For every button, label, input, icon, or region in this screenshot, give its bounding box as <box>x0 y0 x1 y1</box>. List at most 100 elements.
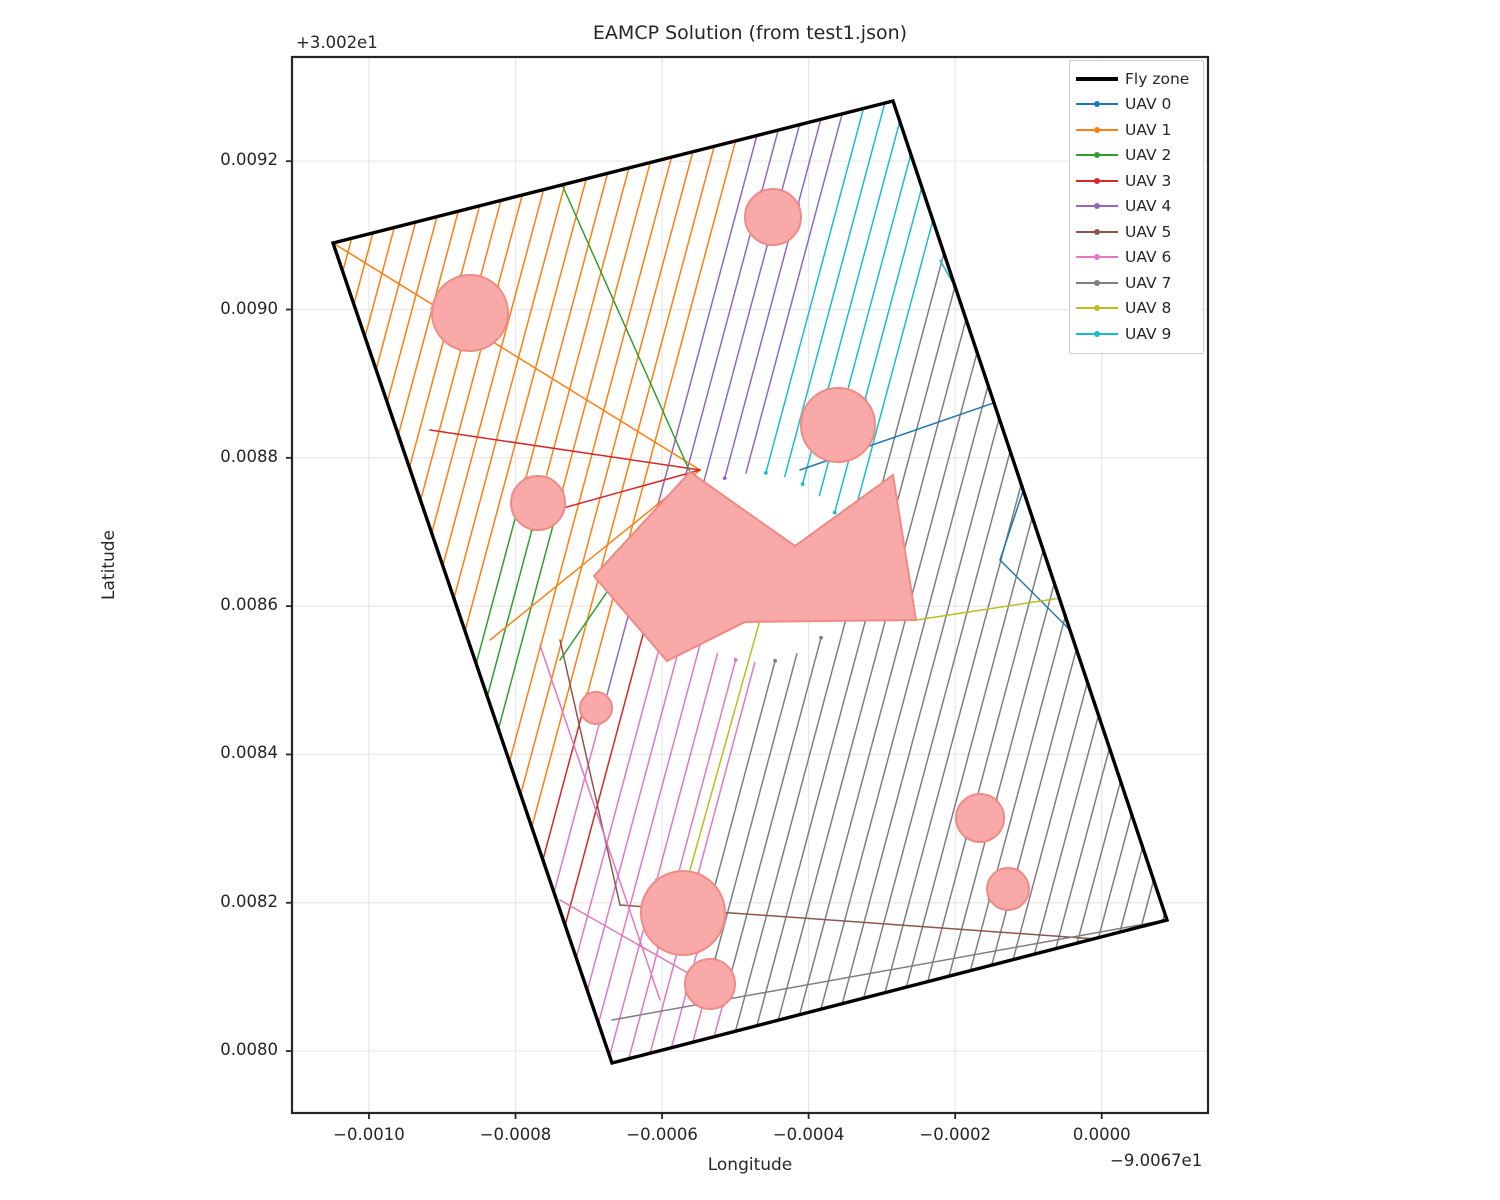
uav-sweep-line <box>827 120 901 391</box>
legend-label: UAV 7 <box>1125 273 1172 292</box>
uav-sweep-line <box>670 991 688 1049</box>
uav-sweep-line <box>730 636 822 973</box>
axes-frame <box>290 55 1210 1115</box>
y-axis-offset-label: +3.002e1 <box>296 33 378 52</box>
obstacle-circle <box>800 387 876 463</box>
uav-sweep-line <box>884 483 1022 994</box>
uav-sweep-line <box>364 226 396 338</box>
uav-transit-line <box>559 179 691 473</box>
legend-swatch-icon <box>1076 97 1118 111</box>
obstacle-circle <box>640 870 726 956</box>
legend-item-uav-8[interactable]: UAV 8 <box>1076 296 1197 322</box>
legend-swatch-icon <box>1076 327 1118 341</box>
uav-sweep-line <box>375 221 417 371</box>
uav-sweep-line <box>460 205 481 277</box>
uav-waypoint-marker <box>722 476 727 481</box>
legend-item-uav-3[interactable]: UAV 3 <box>1076 168 1197 194</box>
uav-waypoint-marker <box>733 658 738 662</box>
uav-sweep-line <box>745 113 843 474</box>
legend-item-uav-9[interactable]: UAV 9 <box>1076 321 1197 347</box>
legend-item-fly-zone[interactable]: Fly zone <box>1076 66 1197 92</box>
uav-sweep-line <box>969 898 991 972</box>
uav-sweep-line <box>692 1006 703 1043</box>
legend-label: UAV 2 <box>1125 146 1172 165</box>
legend-swatch-icon <box>1076 301 1118 315</box>
uav-sweep-line <box>1119 846 1144 933</box>
uav-sweep-line <box>519 150 694 796</box>
uav-waypoint-marker <box>763 470 768 475</box>
uav-sweep-line <box>531 145 715 828</box>
x-tick-label: 0.0000 <box>1072 1125 1131 1144</box>
uav-sweep-line <box>1016 648 1078 871</box>
x-tick-label: −0.0008 <box>479 1125 552 1144</box>
uav-transit-line <box>689 619 761 871</box>
uav-transit-line <box>333 242 701 471</box>
legend-item-uav-1[interactable]: UAV 1 <box>1076 117 1197 143</box>
uav-sweep-line <box>497 524 554 730</box>
legend-label: UAV 6 <box>1125 248 1172 267</box>
uav-transit-line <box>539 644 661 1001</box>
uav-sweep-line <box>542 714 583 861</box>
legend-item-uav-6[interactable]: UAV 6 <box>1076 245 1197 271</box>
uav-sweep-line <box>700 243 769 492</box>
uav-sweep-line <box>486 528 533 698</box>
y-tick-label: 0.0084 <box>220 743 278 763</box>
uav-sweep-line <box>434 210 460 300</box>
uav-sweep-line <box>697 661 756 875</box>
legend-marker-icon <box>1094 330 1100 337</box>
legend-swatch-icon <box>1076 72 1118 86</box>
uav-sweep-line <box>847 153 912 391</box>
legend-item-uav-4[interactable]: UAV 4 <box>1076 194 1197 220</box>
uav-sweep-line <box>408 339 445 469</box>
x-axis-offset-label: −9.0067e1 <box>1110 1151 1203 1170</box>
uav-sweep-line <box>545 167 630 478</box>
legend-item-uav-7[interactable]: UAV 7 <box>1076 270 1197 296</box>
obstacle-polygon <box>592 470 918 663</box>
y-tick-label: 0.0088 <box>220 446 278 466</box>
legend-item-uav-2[interactable]: UAV 2 <box>1076 143 1197 169</box>
uav-transit-line <box>915 594 1081 621</box>
uav-sweep-line <box>1076 780 1122 944</box>
legend-label: Fly zone <box>1125 69 1190 88</box>
x-tick-label: −0.0006 <box>626 1125 698 1144</box>
uav-sweep-line <box>496 194 524 288</box>
legend-marker-icon <box>1094 203 1100 210</box>
obstacle-circle <box>955 793 1005 843</box>
obstacle-circle <box>579 691 613 725</box>
uav-sweep-line <box>714 659 776 887</box>
uav-sweep-line <box>713 1004 724 1038</box>
uav-sweep-line <box>781 123 801 192</box>
chart-legend[interactable]: Fly zone UAV 0 UAV 1 UAV 2 UAV 3 UAV 4 UAV 5 UA… <box>1069 60 1204 354</box>
uav-waypoint-marker <box>800 482 805 486</box>
uav-sweep-line <box>524 172 609 480</box>
uav-sweep-line <box>1033 714 1100 955</box>
uav-sweep-line <box>453 183 566 600</box>
obstacle-circle <box>986 867 1030 911</box>
legend-label: UAV 0 <box>1125 95 1172 114</box>
legend-swatch-icon <box>1076 276 1118 290</box>
legend-item-uav-5[interactable]: UAV 5 <box>1076 219 1197 245</box>
uav-sweep-line <box>864 186 923 401</box>
legend-label: UAV 9 <box>1125 324 1172 343</box>
obstacle-circle <box>431 274 509 352</box>
uav-sweep-line <box>397 307 434 436</box>
legend-swatch-icon <box>1076 148 1118 162</box>
y-tick-label: 0.0082 <box>220 891 278 911</box>
uav-sweep-line <box>820 384 989 1010</box>
uav-sweep-line <box>996 615 1067 872</box>
uav-sweep-line <box>553 722 601 894</box>
legend-item-uav-0[interactable]: UAV 0 <box>1076 92 1197 118</box>
uav-sweep-line <box>990 909 1008 966</box>
legend-swatch-icon <box>1076 250 1118 264</box>
uav-sweep-line <box>1012 681 1089 961</box>
uav-waypoint-marker <box>819 635 823 640</box>
uav-sweep-line <box>475 516 517 665</box>
uav-sweep-line <box>692 951 698 966</box>
y-tick-label: 0.0086 <box>220 595 278 615</box>
legend-label: UAV 5 <box>1125 222 1172 241</box>
uav-sweep-line <box>833 459 850 514</box>
legend-marker-icon <box>1094 152 1100 159</box>
uav-sweep-line <box>1055 747 1111 950</box>
